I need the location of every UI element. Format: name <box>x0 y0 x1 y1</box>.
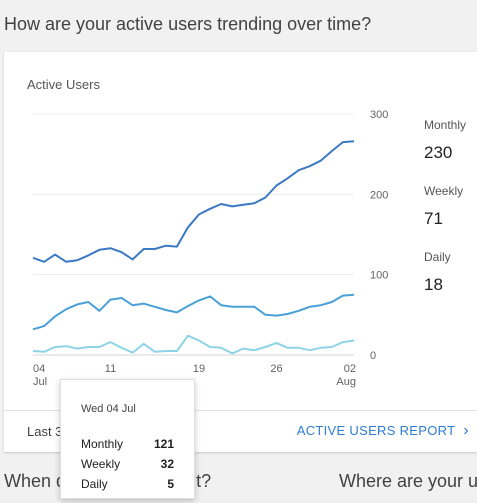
card-footer: Last 3 ACTIVE USERS REPORT › <box>4 410 477 453</box>
x-tick-label: 02 <box>344 363 356 375</box>
y-tick-label: 200 <box>370 189 388 201</box>
page-question-title: How are your active users trending over … <box>4 14 372 34</box>
y-tick-label: 100 <box>370 270 388 282</box>
card-title: Active Users <box>27 77 100 92</box>
tooltip-date: Wed 04 Jul <box>81 403 136 415</box>
x-tick-label: 11 <box>105 363 116 375</box>
tooltip-row-weekly: Weekly 32 <box>81 457 174 471</box>
tooltip-value: 32 <box>160 457 174 471</box>
metric-value-weekly: 71 <box>424 209 443 228</box>
series-line-daily <box>32 334 355 355</box>
metric-value-daily: 18 <box>424 275 443 294</box>
metric-label-weekly: Weekly <box>424 184 464 198</box>
tooltip-label: Daily <box>81 477 108 491</box>
x-tick-label: 19 <box>193 363 205 375</box>
tooltip-value: 5 <box>167 477 174 491</box>
tooltip-value: 121 <box>153 437 174 451</box>
metric-value-monthly: 230 <box>424 143 453 162</box>
x-tick-label: 04 <box>33 363 45 375</box>
x-tick-label: Jul <box>33 376 47 388</box>
y-tick-label: 300 <box>370 109 388 121</box>
metric-label-monthly: Monthly <box>424 118 467 132</box>
date-range-selector[interactable]: Last 3 <box>27 424 63 439</box>
y-tick-label: 0 <box>370 350 376 362</box>
tooltip-row-monthly: Monthly 121 <box>81 437 174 451</box>
active-users-report-link[interactable]: ACTIVE USERS REPORT › <box>296 422 469 439</box>
chart-tooltip: Wed 04 Jul Monthly 121 Weekly 32 Daily 5 <box>60 379 195 499</box>
tooltip-label: Monthly <box>81 437 124 451</box>
bottom-question-location: Where are your us <box>339 471 477 491</box>
tooltip-label: Weekly <box>81 457 121 471</box>
report-link-label: ACTIVE USERS REPORT <box>296 423 456 438</box>
series-line-monthly <box>32 140 355 263</box>
metric-label-daily: Daily <box>424 250 451 264</box>
series-line-weekly <box>32 293 355 331</box>
tooltip-row-daily: Daily 5 <box>81 477 174 491</box>
x-tick-label: Aug <box>336 376 356 388</box>
chevron-right-icon: › <box>463 422 469 439</box>
x-tick-label: 26 <box>270 363 282 375</box>
